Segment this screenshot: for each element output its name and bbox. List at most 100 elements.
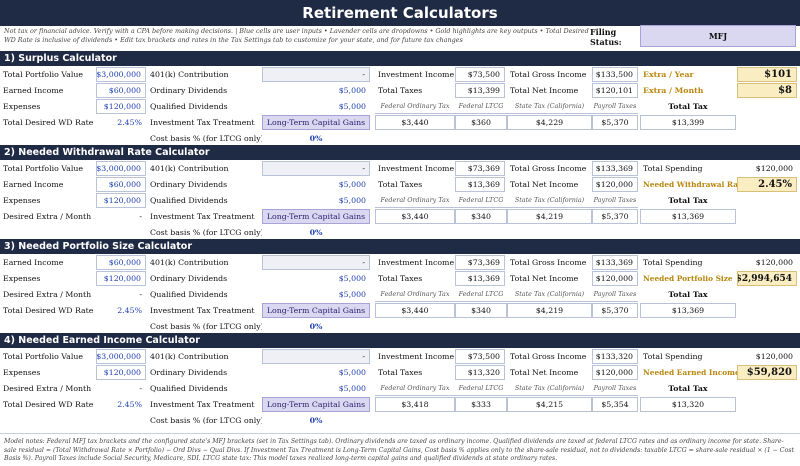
- output-extra-year: $101: [737, 67, 797, 82]
- section-header-earned-income: 4) Needed Earned Income Calculator: [0, 333, 800, 348]
- input-401k-contribution[interactable]: -: [262, 161, 370, 176]
- header-federal-ordinary: Federal Ordinary Tax: [375, 193, 455, 208]
- value-investment-income: $73,369: [455, 161, 505, 176]
- value-net-income: $120,000: [592, 271, 638, 286]
- section-header-portfolio-size: 3) Needed Portfolio Size Calculator: [0, 239, 800, 254]
- input-ordinary-dividends[interactable]: $5,000: [338, 368, 366, 377]
- label-total-portfolio-value: Total Portfolio Value: [3, 352, 83, 361]
- label-total-net-income: Total Net Income: [510, 86, 579, 95]
- value-gross-income: $133,500: [592, 67, 638, 82]
- input-ordinary-dividends[interactable]: $5,000: [338, 180, 366, 189]
- input-cost-basis[interactable]: 0%: [309, 322, 323, 331]
- section-header-surplus: 1) Surplus Calculator: [0, 51, 800, 66]
- value-total-spending: $120,000: [755, 352, 793, 361]
- input-wd-rate[interactable]: 2.45%: [117, 400, 142, 409]
- input-earned-income[interactable]: $60,000: [96, 83, 146, 98]
- header-payroll-taxes: Payroll Taxes: [592, 381, 638, 396]
- value-federal-ordinary: $3,440: [375, 209, 455, 224]
- value-state-tax: $4,219: [507, 303, 592, 318]
- input-cost-basis[interactable]: 0%: [309, 134, 323, 143]
- value-net-income: $120,101: [592, 83, 638, 98]
- input-desired-extra-month[interactable]: -: [139, 384, 142, 393]
- label-cost-basis: Cost basis % (for LTCG only): [150, 322, 262, 331]
- value-federal-ltcg: $333: [455, 397, 507, 412]
- value-total-spending: $120,000: [755, 164, 793, 173]
- input-expenses[interactable]: $120,000: [96, 271, 146, 286]
- value-total-tax: $13,399: [640, 115, 736, 130]
- header-state-tax: State Tax (California): [507, 99, 592, 114]
- label-expenses: Expenses: [3, 274, 41, 283]
- label-qualified-dividends: Qualified Dividends: [150, 196, 228, 205]
- value-federal-ltcg: $340: [455, 209, 507, 224]
- input-expenses[interactable]: $120,000: [96, 99, 146, 114]
- input-cost-basis[interactable]: 0%: [309, 416, 323, 425]
- input-qualified-dividends[interactable]: $5,000: [338, 290, 366, 299]
- label-desired-extra-month: Desired Extra / Month: [3, 212, 92, 221]
- input-earned-income[interactable]: $60,000: [96, 255, 146, 270]
- dropdown-tax-treatment[interactable]: Long-Term Capital Gains: [262, 397, 370, 412]
- label-investment-income: Investment Income: [378, 164, 455, 173]
- label-expenses: Expenses: [3, 368, 41, 377]
- input-expenses[interactable]: $120,000: [96, 193, 146, 208]
- input-cost-basis[interactable]: 0%: [309, 228, 323, 237]
- label-401k-contribution: 401(k) Contribution: [150, 164, 229, 173]
- input-portfolio-value[interactable]: $3,000,000: [96, 349, 146, 364]
- header-federal-ordinary: Federal Ordinary Tax: [375, 99, 455, 114]
- input-portfolio-value[interactable]: $3,000,000: [96, 67, 146, 82]
- label-total-net-income: Total Net Income: [510, 274, 579, 283]
- dropdown-tax-treatment[interactable]: Long-Term Capital Gains: [262, 115, 370, 130]
- label-total-portfolio-value: Total Portfolio Value: [3, 70, 83, 79]
- label-extra-year: Extra / Year: [643, 70, 694, 79]
- input-expenses[interactable]: $120,000: [96, 365, 146, 380]
- filing-status-dropdown[interactable]: MFJ: [640, 25, 796, 47]
- value-total-taxes: $13,369: [455, 271, 505, 286]
- label-cost-basis: Cost basis % (for LTCG only): [150, 228, 262, 237]
- label-investment-tax-treatment: Investment Tax Treatment: [150, 118, 255, 127]
- label-total-spending: Total Spending: [643, 352, 703, 361]
- output-needed-withdrawal-rate: 2.45%: [737, 177, 797, 192]
- label-investment-tax-treatment: Investment Tax Treatment: [150, 400, 255, 409]
- input-ordinary-dividends[interactable]: $5,000: [338, 274, 366, 283]
- input-ordinary-dividends[interactable]: $5,000: [338, 86, 366, 95]
- label-401k-contribution: 401(k) Contribution: [150, 258, 229, 267]
- label-total-taxes: Total Taxes: [378, 274, 423, 283]
- header-federal-ltcg: Federal LTCG: [455, 99, 507, 114]
- input-qualified-dividends[interactable]: $5,000: [338, 196, 366, 205]
- label-investment-tax-treatment: Investment Tax Treatment: [150, 306, 255, 315]
- label-total-desired-wd-rate: Total Desired WD Rate: [3, 400, 94, 409]
- value-net-income: $120,000: [592, 177, 638, 192]
- value-investment-income: $73,500: [455, 349, 505, 364]
- input-wd-rate[interactable]: 2.45%: [117, 118, 142, 127]
- input-401k-contribution[interactable]: -: [262, 255, 370, 270]
- header-total-tax: Total Tax: [668, 384, 708, 393]
- label-cost-basis: Cost basis % (for LTCG only): [150, 416, 262, 425]
- label-ordinary-dividends: Ordinary Dividends: [150, 274, 228, 283]
- input-qualified-dividends[interactable]: $5,000: [338, 384, 366, 393]
- label-cost-basis: Cost basis % (for LTCG only): [150, 134, 262, 143]
- label-401k-contribution: 401(k) Contribution: [150, 352, 229, 361]
- value-gross-income: $133,320: [592, 349, 638, 364]
- label-total-gross-income: Total Gross Income: [510, 258, 587, 267]
- page-title: Retirement Calculators: [0, 0, 800, 26]
- header-federal-ltcg: Federal LTCG: [455, 287, 507, 302]
- value-total-tax: $13,320: [640, 397, 736, 412]
- label-needed-portfolio-size: Needed Portfolio Size: [643, 274, 733, 283]
- input-wd-rate[interactable]: 2.45%: [117, 306, 142, 315]
- input-desired-extra-month[interactable]: -: [139, 212, 142, 221]
- label-total-spending: Total Spending: [643, 258, 703, 267]
- label-needed-withdrawal-rate: Needed Withdrawal Rate: [643, 180, 737, 189]
- input-desired-extra-month[interactable]: -: [139, 290, 142, 299]
- label-needed-earned-income: Needed Earned Income: [643, 368, 737, 377]
- dropdown-tax-treatment[interactable]: Long-Term Capital Gains: [262, 303, 370, 318]
- input-401k-contribution[interactable]: -: [262, 67, 370, 82]
- input-qualified-dividends[interactable]: $5,000: [338, 102, 366, 111]
- dropdown-tax-treatment[interactable]: Long-Term Capital Gains: [262, 209, 370, 224]
- value-gross-income: $133,369: [592, 255, 638, 270]
- input-portfolio-value[interactable]: $3,000,000: [96, 161, 146, 176]
- label-total-gross-income: Total Gross Income: [510, 352, 587, 361]
- header-payroll-taxes: Payroll Taxes: [592, 193, 638, 208]
- value-federal-ordinary: $3,440: [375, 303, 455, 318]
- value-federal-ltcg: $360: [455, 115, 507, 130]
- input-401k-contribution[interactable]: -: [262, 349, 370, 364]
- input-earned-income[interactable]: $60,000: [96, 177, 146, 192]
